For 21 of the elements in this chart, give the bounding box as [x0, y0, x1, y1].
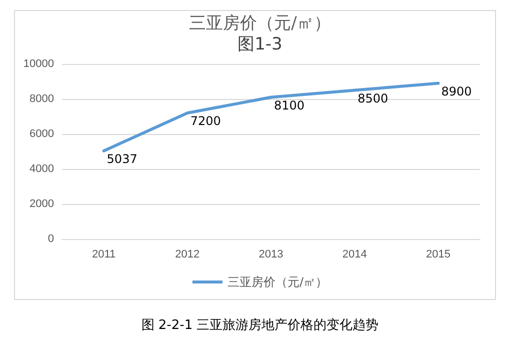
x-tick-label: 2014 — [342, 248, 367, 260]
y-tick-label: 0 — [48, 233, 54, 245]
line-series — [102, 82, 440, 152]
x-tick-label: 2012 — [175, 248, 200, 260]
data-label: 5037 — [106, 152, 138, 166]
y-tick-label: 2000 — [30, 198, 54, 210]
data-label: 8500 — [358, 91, 388, 106]
y-tick-label: 4000 — [30, 163, 54, 175]
legend-label: 三亚房价（元/㎡） — [227, 275, 328, 289]
y-tick-label: 8000 — [30, 93, 54, 105]
x-tick-label: 2015 — [426, 248, 450, 260]
data-label: 8100 — [274, 98, 305, 112]
x-tick-label: 2013 — [258, 248, 284, 260]
data-label: 8900 — [441, 84, 472, 98]
y-tick-label: 10000 — [23, 58, 54, 70]
chart-title: 三亚房价（元/㎡） — [189, 14, 331, 34]
data-label: 7200 — [190, 114, 221, 128]
x-tick-label: 2011 — [92, 248, 116, 260]
caption: 图 2-2-1 三亚旅游房地产价格的变化趋势 — [140, 317, 380, 334]
chart-subtitle: 图1-3 — [238, 34, 282, 54]
y-tick-label: 6000 — [30, 128, 54, 140]
